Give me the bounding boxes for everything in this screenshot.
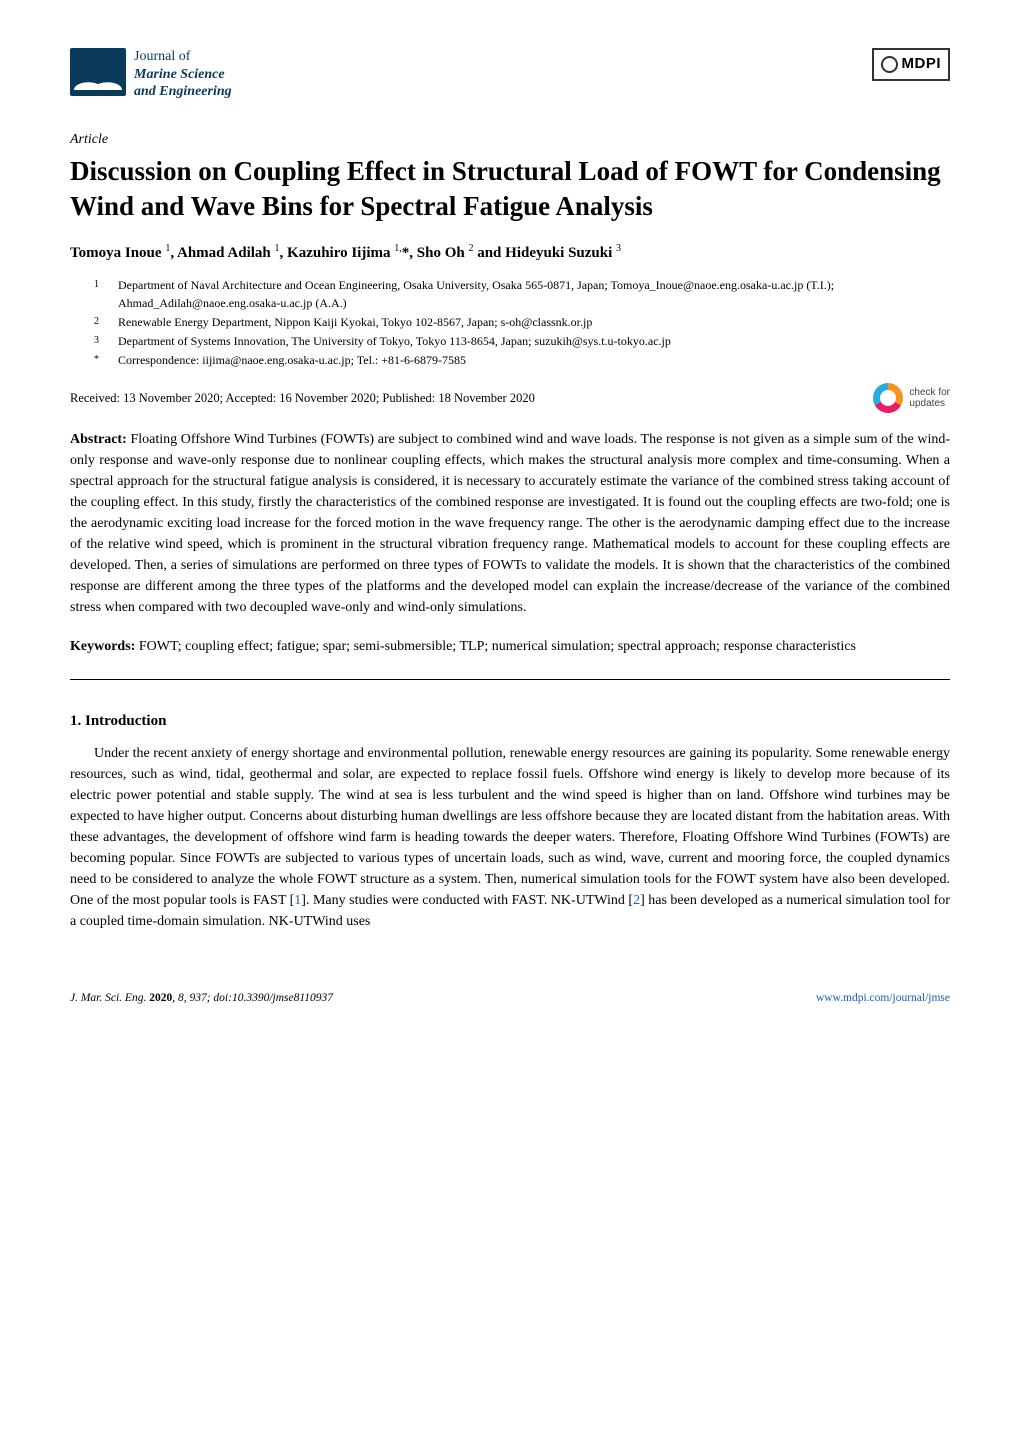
journal-wave-icon	[70, 48, 126, 96]
affiliation-row: 3 Department of Systems Innovation, The …	[94, 332, 950, 350]
check-updates-text: check for updates	[909, 387, 950, 409]
check-updates-line2: updates	[909, 398, 950, 409]
intro-paragraph: Under the recent anxiety of energy short…	[70, 743, 950, 932]
journal-logo: Journal of Marine Science and Engineerin…	[70, 48, 232, 101]
check-for-updates[interactable]: check for updates	[873, 383, 950, 413]
affiliation-row: 2 Renewable Energy Department, Nippon Ka…	[94, 313, 950, 331]
affiliation-text: Correspondence: iijima@naoe.eng.osaka-u.…	[118, 351, 950, 369]
keywords: Keywords: FOWT; coupling effect; fatigue…	[70, 636, 950, 657]
footer-journal-url[interactable]: www.mdpi.com/journal/jmse	[816, 990, 950, 1007]
footer-volume-doi: , 8, 937; doi:10.3390/jmse8110937	[172, 992, 333, 1004]
keywords-label: Keywords:	[70, 639, 135, 654]
journal-line1: Journal of	[134, 48, 232, 66]
abstract: Abstract: Floating Offshore Wind Turbine…	[70, 429, 950, 618]
separator-rule	[70, 679, 950, 680]
check-updates-icon	[873, 383, 903, 413]
affiliation-text: Renewable Energy Department, Nippon Kaij…	[118, 313, 950, 331]
footer-year: 2020	[149, 992, 172, 1004]
article-type: Article	[70, 129, 950, 150]
journal-line3: and Engineering	[134, 83, 232, 101]
affiliation-num: *	[94, 351, 106, 369]
dates-row: Received: 13 November 2020; Accepted: 16…	[70, 383, 950, 413]
affiliation-num: 1	[94, 276, 106, 312]
paper-title: Discussion on Coupling Effect in Structu…	[70, 154, 950, 225]
abstract-label: Abstract:	[70, 432, 127, 447]
page-footer: J. Mar. Sci. Eng. 2020, 8, 937; doi:10.3…	[70, 990, 950, 1007]
affiliation-num: 3	[94, 332, 106, 350]
received-accepted-published: Received: 13 November 2020; Accepted: 16…	[70, 389, 535, 408]
footer-journal: J. Mar. Sci. Eng.	[70, 992, 149, 1004]
publisher-logo-text: MDPI	[902, 53, 942, 76]
affiliation-row: * Correspondence: iijima@naoe.eng.osaka-…	[94, 351, 950, 369]
header: Journal of Marine Science and Engineerin…	[70, 48, 950, 101]
journal-line2: Marine Science	[134, 66, 232, 84]
publisher-logo: MDPI	[872, 48, 951, 81]
footer-citation: J. Mar. Sci. Eng. 2020, 8, 937; doi:10.3…	[70, 990, 333, 1007]
citation-link[interactable]: 2	[633, 893, 640, 908]
authors: Tomoya Inoue 1, Ahmad Adilah 1, Kazuhiro…	[70, 241, 950, 265]
citation-link[interactable]: 1	[294, 893, 301, 908]
affiliation-text: Department of Systems Innovation, The Un…	[118, 332, 950, 350]
affiliation-num: 2	[94, 313, 106, 331]
abstract-text: Floating Offshore Wind Turbines (FOWTs) …	[70, 432, 950, 615]
affiliations: 1 Department of Naval Architecture and O…	[70, 276, 950, 369]
affiliation-text: Department of Naval Architecture and Oce…	[118, 276, 950, 312]
check-updates-line1: check for	[909, 387, 950, 398]
journal-name: Journal of Marine Science and Engineerin…	[134, 48, 232, 101]
keywords-text: FOWT; coupling effect; fatigue; spar; se…	[139, 639, 856, 654]
section-heading: 1. Introduction	[70, 710, 950, 733]
affiliation-row: 1 Department of Naval Architecture and O…	[94, 276, 950, 312]
